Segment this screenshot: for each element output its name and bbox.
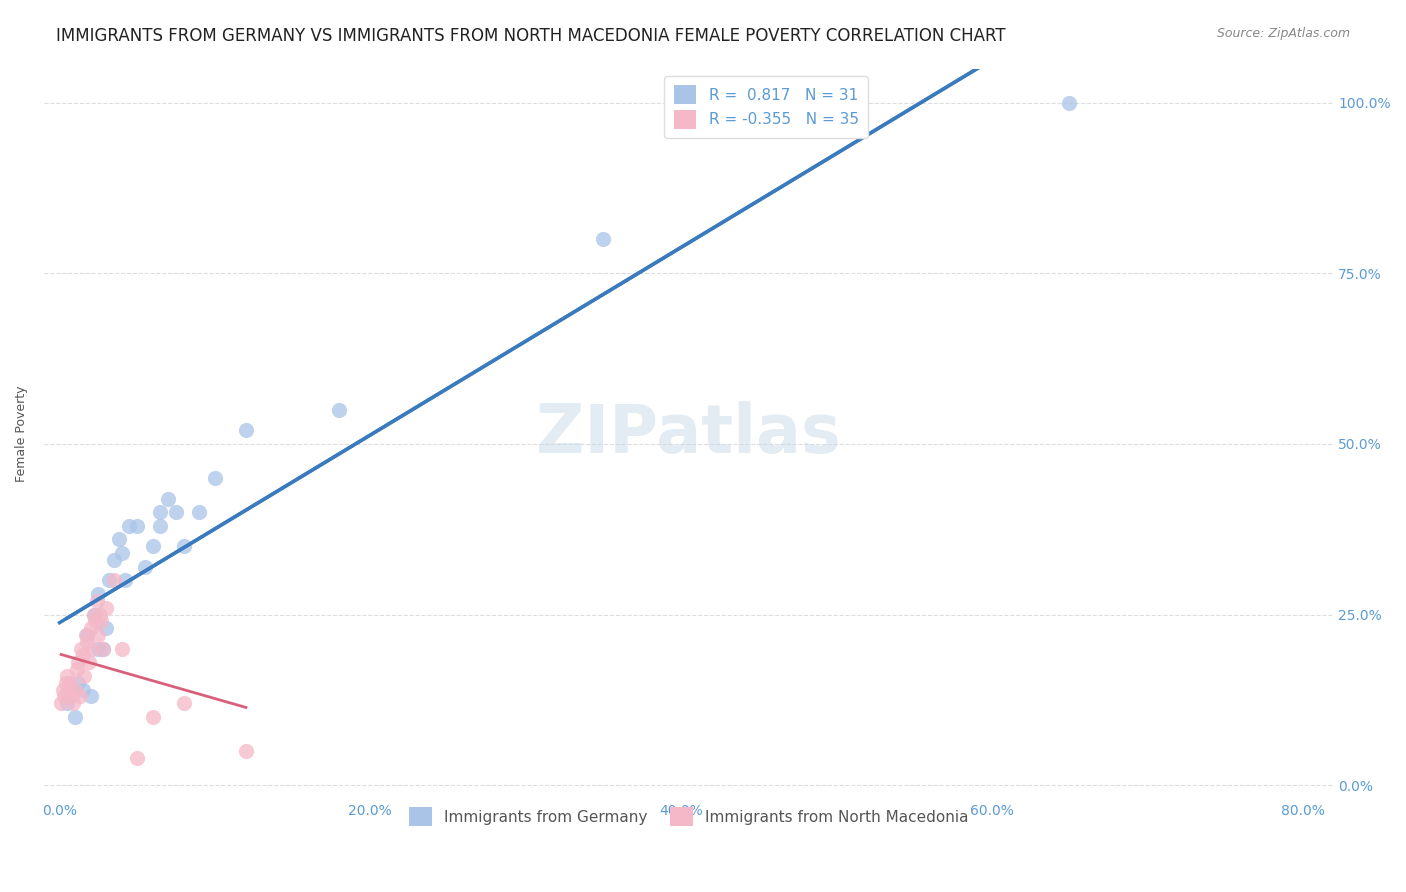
Point (165, 505, 187, 519)
Point (72, 682, 94, 697)
Y-axis label: Female Poverty: Female Poverty (15, 385, 28, 482)
Point (188, 505, 211, 519)
Point (63, 710, 86, 724)
Point (86, 594, 108, 608)
Point (67, 675, 90, 690)
Point (142, 710, 165, 724)
Point (149, 505, 172, 519)
Point (79, 621, 101, 635)
Point (204, 471, 226, 485)
Point (87, 641, 110, 656)
Point (94, 600, 117, 615)
Point (60, 690, 83, 704)
Point (72, 648, 94, 663)
Point (114, 574, 136, 588)
Point (107, 533, 129, 547)
Point (173, 696, 195, 710)
Text: ZIPatlas: ZIPatlas (537, 401, 841, 467)
Point (56, 696, 79, 710)
Point (98, 574, 121, 588)
Point (76, 628, 98, 642)
Point (55, 675, 77, 690)
Point (91, 641, 114, 656)
Point (235, 744, 257, 758)
Text: Source: ZipAtlas.com: Source: ZipAtlas.com (1216, 27, 1350, 40)
Point (235, 423, 257, 437)
Point (53, 690, 76, 704)
Point (134, 559, 156, 574)
Point (52, 682, 75, 697)
Point (111, 641, 134, 656)
Point (103, 553, 125, 567)
Point (149, 518, 172, 533)
Point (1059, 95, 1081, 110)
Point (70, 641, 93, 656)
Point (103, 574, 125, 588)
Point (58, 682, 80, 697)
Point (111, 546, 134, 560)
Point (62, 696, 84, 710)
Point (91, 641, 114, 656)
Point (94, 621, 117, 635)
Point (73, 669, 96, 683)
Point (127, 518, 149, 533)
Point (90, 615, 112, 629)
Point (79, 690, 101, 704)
Point (77, 656, 100, 670)
Point (157, 491, 180, 506)
Point (83, 607, 105, 622)
Point (56, 669, 79, 683)
Point (69, 690, 91, 704)
Point (63, 682, 86, 697)
Point (87, 628, 110, 642)
Point (65, 662, 87, 676)
Point (83, 607, 105, 622)
Point (59, 675, 82, 690)
Point (67, 656, 90, 670)
Point (89, 607, 111, 622)
Point (592, 232, 614, 246)
Point (82, 641, 104, 656)
Point (142, 539, 165, 553)
Legend: Immigrants from Germany, Immigrants from North Macedonia: Immigrants from Germany, Immigrants from… (399, 798, 979, 835)
Point (75, 628, 97, 642)
Point (328, 402, 350, 417)
Point (118, 518, 141, 533)
Point (49, 696, 72, 710)
Point (173, 539, 195, 553)
Point (76, 635, 98, 649)
Point (87, 587, 110, 601)
Point (127, 751, 149, 765)
Point (84, 615, 107, 629)
Text: IMMIGRANTS FROM GERMANY VS IMMIGRANTS FROM NORTH MACEDONIA FEMALE POVERTY CORREL: IMMIGRANTS FROM GERMANY VS IMMIGRANTS FR… (56, 27, 1005, 45)
